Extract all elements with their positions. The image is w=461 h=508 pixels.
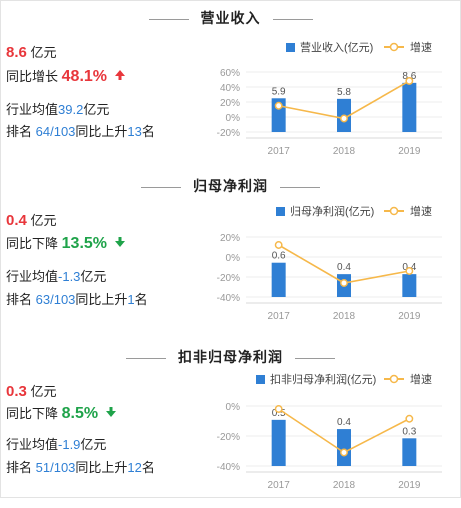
x-tick-label: 2019 [398,146,421,157]
legend-bar-swatch [276,207,285,216]
x-tick-label: 2018 [333,480,356,491]
y-tick-label: -40% [217,462,240,473]
revenue-chart: 营业收入(亿元) 增速 60% 40% 20% 0% -20% 5.9 5.8 8.6 2017 20… [217,40,442,157]
bar-data-label: 0.6 [272,251,286,262]
y-tick-label: 0% [226,402,241,413]
y-tick-label: -20% [217,432,240,443]
y-tick-label: -40% [217,293,240,304]
y-tick-label: -20% [217,128,240,139]
y-tick-label: 60% [220,68,240,79]
growth-point [274,241,283,249]
bar-data-label: 0.5 [272,408,286,419]
bar [271,262,286,297]
x-tick-label: 2018 [333,146,356,157]
legend-bar-swatch [256,375,265,384]
bar-data-label: 0.4 [337,417,351,428]
bar [402,274,417,297]
growth-point [340,114,348,123]
current-value: 0.4 亿元 [6,212,57,229]
arrow-down-icon [106,407,117,417]
growth-point [274,405,283,413]
legend-line-label: 增速 [410,204,432,218]
bar [402,438,417,466]
legend-bar-swatch [286,43,295,52]
y-tick-label: 0% [226,113,241,124]
deducted-net-profit-chart: 扣非归母净利润(亿元) 增速 0% -20% -40% 0.5 0.4 0.3 2017 2018… [217,372,442,491]
industry-average: 行业均值-1.9亿元 [6,437,107,452]
rank-info: 排名 63/103同比上升1名 [6,292,148,307]
x-tick-label: 2017 [268,480,291,491]
yoy-change: 同比下降 13.5% [6,233,127,253]
bar-data-label: 0.3 [402,426,416,437]
growth-point [274,101,283,110]
growth-point [405,267,414,275]
bar [271,419,286,466]
legend-line-label: 增速 [410,40,432,54]
legend-line-label: 增速 [410,372,432,386]
yoy-change: 同比增长 48.1% [6,66,127,86]
x-tick-label: 2018 [333,311,356,322]
x-tick-label: 2019 [398,311,421,322]
section-title: 扣非归母净利润 [0,347,461,367]
legend-bar-label: 归母净利润(亿元) [290,204,374,218]
industry-average: 行业均值-1.3亿元 [6,269,107,284]
y-tick-label: -20% [217,273,240,284]
rank-info: 排名 64/103同比上升13名 [6,124,155,139]
legend-line-marker [389,42,399,52]
x-tick-label: 2017 [268,311,291,322]
bar-data-label: 8.6 [402,71,416,82]
bar-data-label: 5.8 [337,87,351,98]
growth-point [340,448,348,457]
industry-average: 行业均值39.2亿元 [6,102,110,117]
x-tick-label: 2017 [268,146,291,157]
section-net-profit: 归母净利润 0.4 亿元 同比下降 13.5% 行业均值-1.3亿元 排名 63… [0,172,461,337]
net-profit-chart: 归母净利润(亿元)增速20%0%-20%-40%0.60.40.42017201… [217,204,442,322]
x-tick-label: 2019 [398,480,421,491]
section-revenue: 营业收入 8.6 亿元 同比增长 48.1% 行业均值39.2亿元 排名 64/… [0,4,461,169]
legend-line-marker [389,206,399,216]
current-value: 8.6 亿元 [6,44,57,61]
section-deducted-net-profit: 扣非归母净利润 0.3 亿元 同比下降 8.5% 行业均值-1.9亿元 排名 5… [0,343,461,508]
growth-point [405,414,414,423]
bar-data-label: 0.4 [337,262,351,273]
y-tick-label: 40% [220,83,240,94]
legend-bar-label: 扣非归母净利润(亿元) [270,372,376,386]
rank-info: 排名 51/103同比上升12名 [6,460,155,475]
legend-line-marker [389,374,399,384]
arrow-up-icon [115,70,126,80]
growth-point [340,279,348,287]
growth-point [405,76,414,85]
y-tick-label: 0% [226,253,241,264]
arrow-down-icon [115,237,126,247]
legend-bar-label: 营业收入(亿元) [300,40,373,54]
bar [337,429,351,466]
current-value: 0.3 亿元 [6,383,57,400]
bar-data-label: 5.9 [272,86,286,97]
y-tick-label: 20% [220,98,240,109]
section-title: 归母净利润 [0,176,461,196]
yoy-change: 同比下降 8.5% [6,403,118,423]
y-tick-label: 20% [220,233,240,244]
section-title: 营业收入 [0,8,461,28]
bar [402,82,417,132]
